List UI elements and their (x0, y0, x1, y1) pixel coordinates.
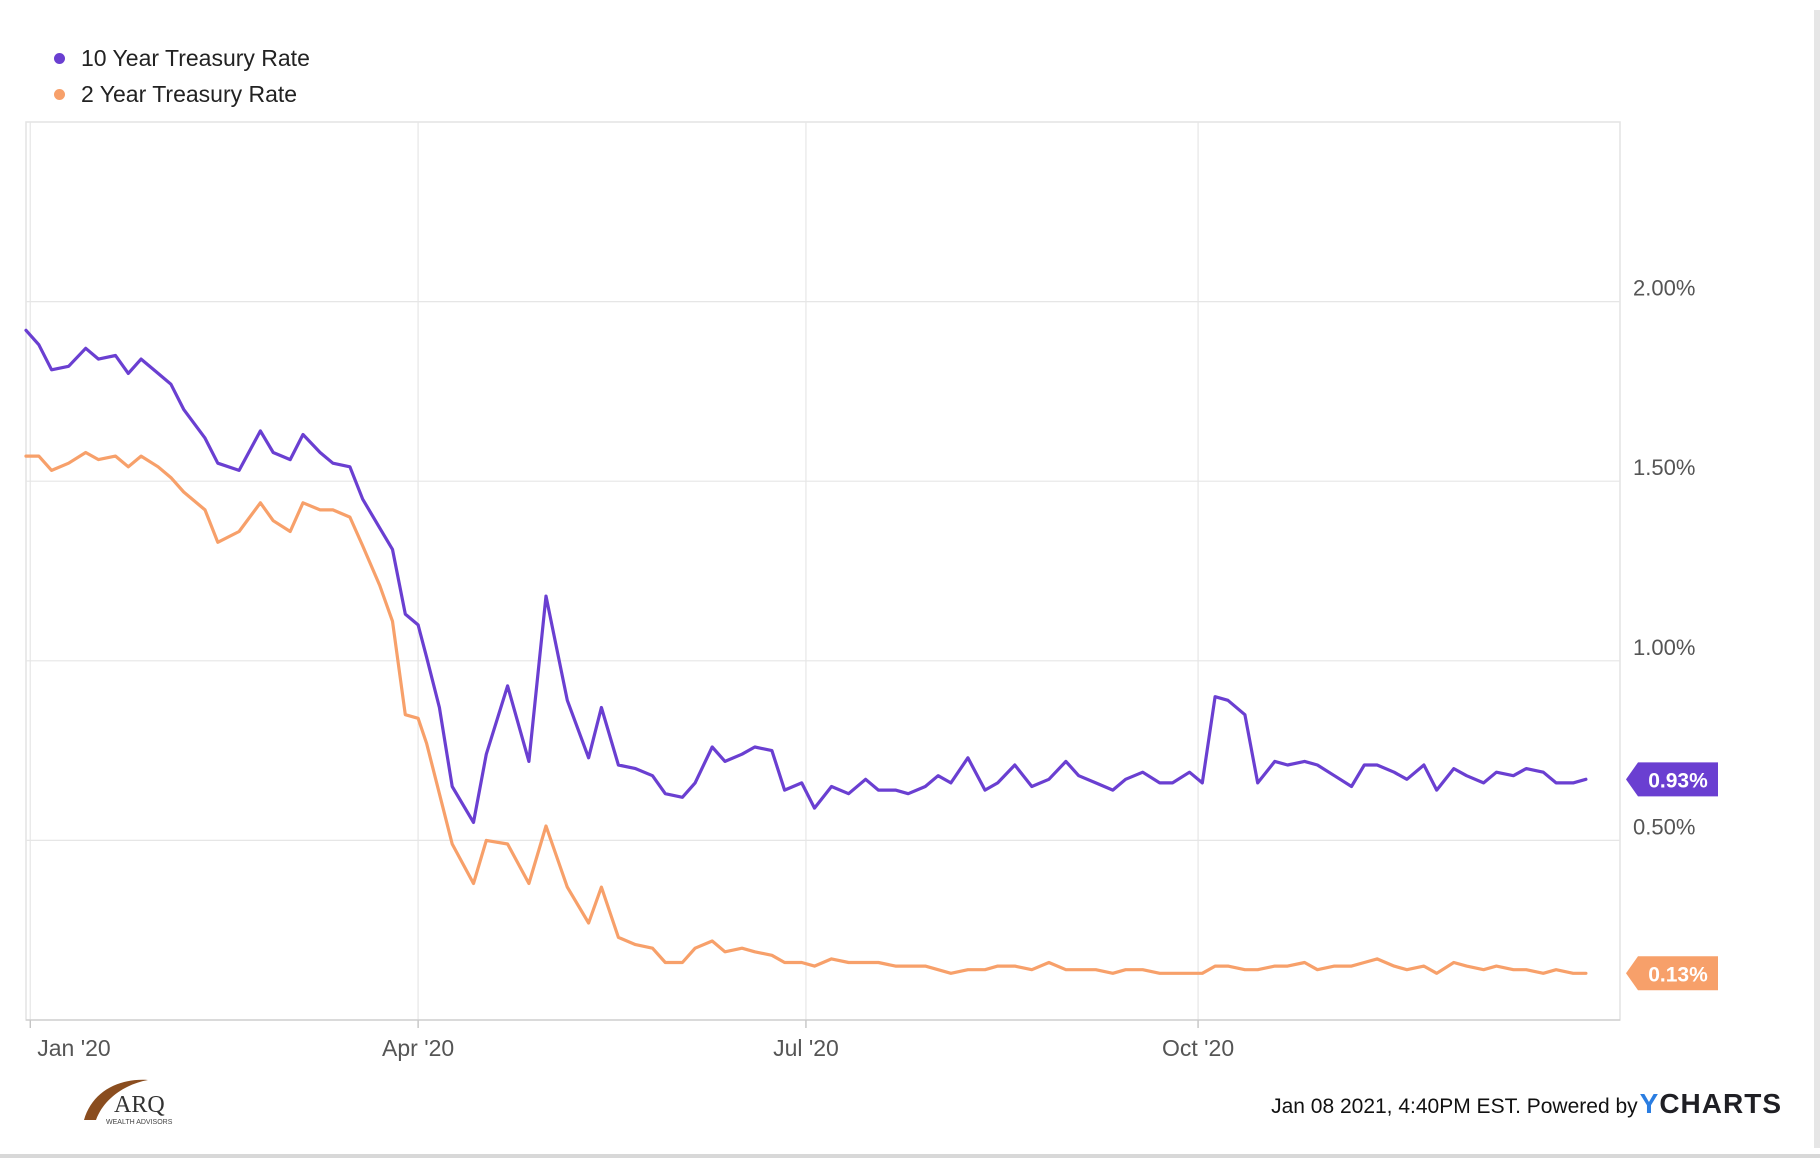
badge-shape (1626, 956, 1718, 991)
badge-value: 0.93% (1648, 769, 1708, 792)
legend-dot-2y-icon (54, 88, 65, 100)
footer-timestamp: Jan 08 2021, 4:40PM EST. Powered by (1271, 1095, 1638, 1118)
y-tick-label: 1.50% (1633, 455, 1695, 480)
series-line-2y[interactable] (24, 450, 1588, 975)
arq-logo-swoosh (84, 1079, 148, 1120)
arq-logo: ARQ WEALTH ADVISORS (84, 1079, 173, 1126)
scrollbar-track[interactable] (1814, 10, 1820, 1148)
grid (25, 121, 1621, 1028)
series-line-10y[interactable] (24, 328, 1588, 824)
ycharts-logo-y: Y (1639, 1088, 1660, 1119)
ycharts-logo[interactable]: YCHARTS (1640, 1088, 1782, 1120)
legend-dot-10y-icon (54, 52, 65, 64)
legend-label-10y: 10 Year Treasury Rate (81, 44, 310, 71)
value-badges: 0.93% 0.13% (1626, 762, 1718, 991)
y-tick-label: 1.00% (1633, 635, 1695, 660)
x-tick-label: Apr '20 (382, 1035, 454, 1061)
badge-shape (1626, 762, 1718, 797)
last-value-badge-2y: 0.13% (1626, 956, 1718, 991)
last-value-badge-10y: 0.93% (1626, 762, 1718, 797)
axes: 0.50% 1.00% 1.50% 2.00% Jan '20 Apr '20 Jul '2… (26, 276, 1695, 1061)
series-lines (24, 328, 1588, 975)
y-tick-label: 2.00% (1633, 276, 1695, 301)
x-tick-label: Jul '20 (773, 1035, 839, 1061)
legend-item-10y[interactable]: 10 Year Treasury Rate (44, 40, 310, 76)
badge-value: 0.13% (1648, 963, 1708, 986)
bottom-edge (0, 1154, 1820, 1158)
ycharts-logo-rest: CHARTS (1659, 1088, 1782, 1119)
legend-item-2y[interactable]: 2 Year Treasury Rate (44, 76, 310, 112)
x-tick-label: Oct '20 (1162, 1035, 1234, 1061)
plot-area-border (25, 121, 1621, 1021)
footer-credit: Jan 08 2021, 4:40PM EST. Powered by YCHA… (1271, 1088, 1782, 1120)
y-tick-label: 0.50% (1633, 814, 1695, 839)
arq-logo-subtext: WEALTH ADVISORS (106, 1119, 173, 1126)
legend-label-2y: 2 Year Treasury Rate (81, 80, 298, 107)
x-tick-label: Jan '20 (37, 1035, 110, 1061)
arq-logo-text: ARQ (114, 1092, 165, 1118)
legend: 10 Year Treasury Rate 2 Year Treasury Ra… (44, 40, 310, 112)
